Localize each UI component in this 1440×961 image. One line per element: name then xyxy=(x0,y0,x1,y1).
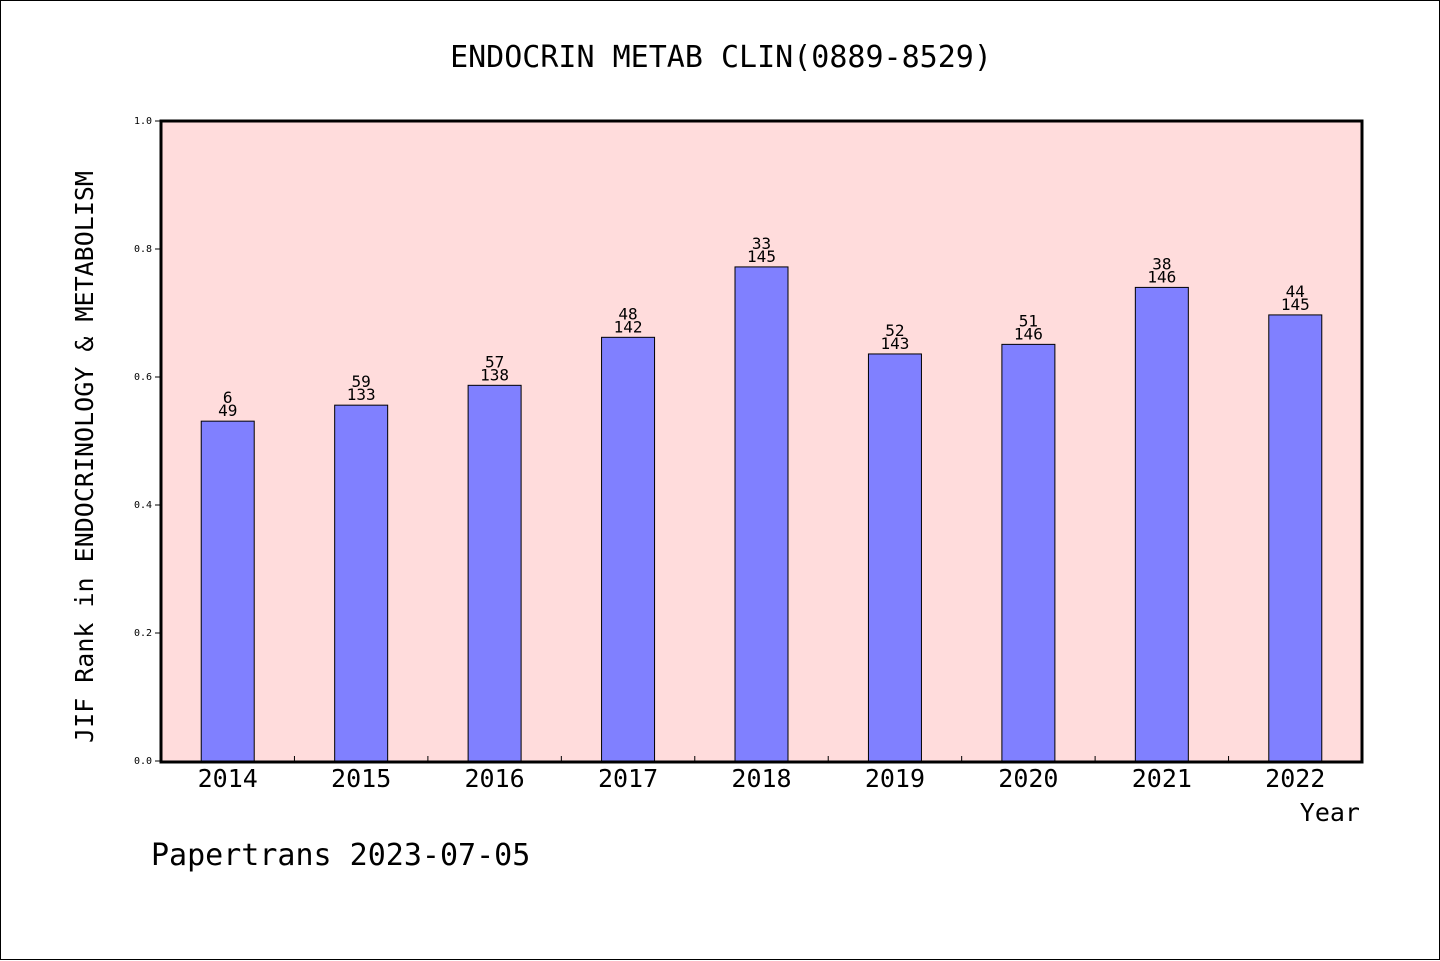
bar-total-label: 145 xyxy=(747,247,776,266)
y-tick-label: 1.0 xyxy=(134,116,152,127)
x-tick-label: 2019 xyxy=(865,764,925,793)
x-tick-label: 2022 xyxy=(1265,764,1325,793)
x-tick-label: 2018 xyxy=(731,764,791,793)
bar-rank-label: 59 xyxy=(352,372,371,391)
bar-2021 xyxy=(1134,286,1189,762)
y-tick-label: 0.2 xyxy=(134,628,152,639)
bar-2019 xyxy=(867,353,922,762)
bar-rank-label: 57 xyxy=(485,352,504,371)
bar-total-label: 142 xyxy=(614,317,643,336)
bar-total-label: 143 xyxy=(880,334,909,353)
chart-title: ENDOCRIN METAB CLIN(0889-8529) xyxy=(450,40,992,75)
bar-2018 xyxy=(734,266,789,762)
x-tick-label: 2014 xyxy=(198,764,258,793)
x-tick-label: 2020 xyxy=(998,764,1058,793)
bar-total-label: 49 xyxy=(218,401,237,420)
y-tick-label: 0.4 xyxy=(134,500,152,511)
bar-total-label: 146 xyxy=(1014,324,1043,343)
bar-2015 xyxy=(334,404,389,762)
bars: 6495913357138481423314552143511463814644… xyxy=(200,234,1323,762)
bar-rank-label: 48 xyxy=(618,304,637,323)
x-tick-label: 2021 xyxy=(1132,764,1192,793)
y-axis: 0.0 0.2 0.4 0.6 0.8 1.0 xyxy=(134,116,161,767)
bar-total-label: 146 xyxy=(1147,267,1176,286)
x-axis: 2014 2015 2016 2017 2018 2019 2020 2021 2022 xyxy=(198,756,1325,793)
bar-2022 xyxy=(1268,314,1323,762)
bar-total-label: 133 xyxy=(347,385,376,404)
bar-2017 xyxy=(601,336,656,762)
bar-2016 xyxy=(467,384,522,762)
bar-rank-label: 44 xyxy=(1286,282,1305,301)
bar-rank-label: 52 xyxy=(885,321,904,340)
bar-2020 xyxy=(1001,343,1056,762)
y-tick-label: 0.6 xyxy=(134,372,152,383)
bar-rank-label: 51 xyxy=(1019,311,1038,330)
bar-rank-label: 6 xyxy=(223,388,233,407)
bar-rank-label: 38 xyxy=(1152,254,1171,273)
x-tick-label: 2015 xyxy=(331,764,391,793)
footer-credit: Papertrans 2023-07-05 xyxy=(151,838,530,873)
bar-rank-label: 33 xyxy=(752,234,771,253)
x-tick-label: 2017 xyxy=(598,764,658,793)
bar-total-label: 138 xyxy=(480,365,509,384)
x-tick-label: 2016 xyxy=(465,764,525,793)
y-tick-label: 0.8 xyxy=(134,244,152,255)
bar-total-label: 145 xyxy=(1281,295,1310,314)
x-axis-label: Year xyxy=(1300,798,1360,827)
y-axis-label: JIF Rank in ENDOCRINOLOGY & METABOLISM xyxy=(70,171,99,743)
y-tick-label: 0.0 xyxy=(134,756,152,767)
bar-2014 xyxy=(200,420,255,762)
